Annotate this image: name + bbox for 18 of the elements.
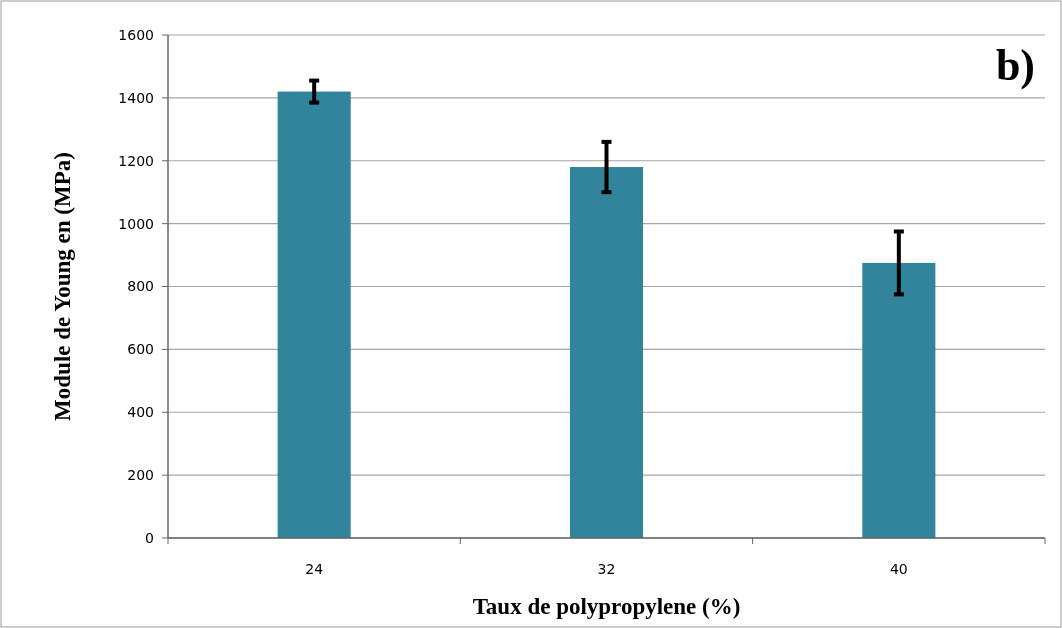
y-tick-label: 200 xyxy=(127,467,154,484)
bar xyxy=(862,262,936,538)
y-tick-label: 1000 xyxy=(118,215,154,232)
y-tick-label: 0 xyxy=(145,529,154,546)
y-tick-label: 1600 xyxy=(118,26,154,43)
x-axis-title: Taux de polypropylene (%) xyxy=(472,594,741,619)
annotation: b) xyxy=(995,41,1035,90)
y-tick-label: 600 xyxy=(127,341,154,358)
x-tick-label: 24 xyxy=(305,561,324,577)
y-tick-label: 400 xyxy=(127,404,154,421)
bar xyxy=(277,91,351,538)
x-tick-label: 32 xyxy=(597,561,616,577)
x-tick-label: 40 xyxy=(889,561,908,577)
y-tick-label: 1400 xyxy=(118,89,154,106)
y-axis-title: Module de Young en (MPa) xyxy=(50,152,75,421)
y-tick-label: 1200 xyxy=(118,152,154,169)
bar xyxy=(569,167,644,538)
y-tick-label: 800 xyxy=(127,278,154,295)
